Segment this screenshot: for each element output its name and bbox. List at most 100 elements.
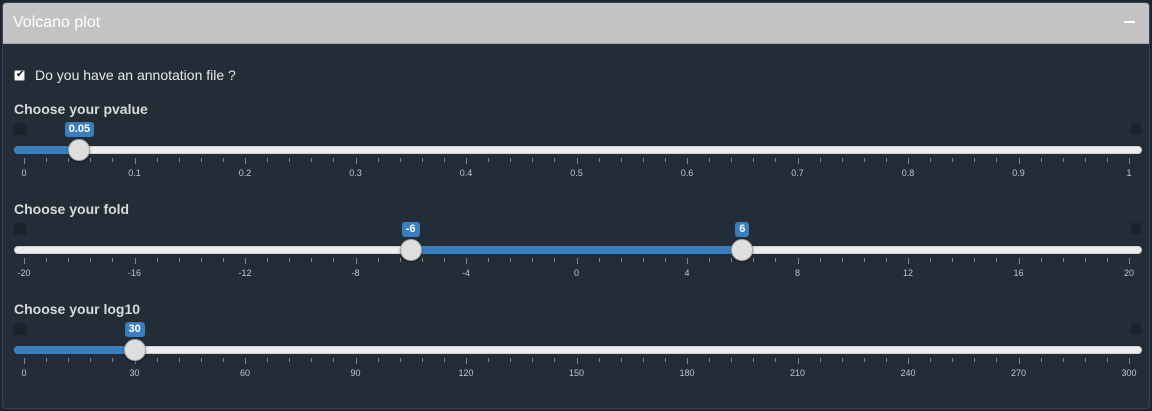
pvalue-slider-minor-tick [112,158,114,162]
pvalue-slider-tick-label: 0 [21,168,27,178]
log10-slider-tick-label: 150 [568,368,585,378]
fold-slider-minor-tick [377,258,379,262]
pvalue-slider-minor-tick [1062,158,1064,162]
pvalue-slider-minor-tick [200,158,202,162]
log10-slider-minor-tick [709,358,711,362]
log10-slider-minor-tick [1062,358,1064,362]
fold-slider-minor-tick [753,258,755,262]
fold-slider-major-tick [134,258,136,264]
fold-slider-minor-tick [664,258,666,262]
pvalue-slider-minor-tick [68,158,70,162]
pvalue-slider-minor-tick [311,158,313,162]
fold-slider-minor-tick [598,258,600,262]
pvalue-slider-major-tick [24,158,25,164]
fold-slider-value-badge: 6 [735,222,750,237]
panel-header: Volcano plot [3,3,1149,44]
pvalue-slider-tick-label: 0.6 [680,168,694,178]
fold-slider-minor-tick [863,258,865,262]
log10-slider-tick-label: 240 [900,368,916,378]
log10-slider-major-tick [355,358,357,364]
annotation-checkbox[interactable]: ✔ [14,69,25,81]
fold-slider-minor-tick [443,258,445,262]
pvalue-slider-minor-tick [731,158,733,162]
fold-slider-fill [410,246,743,254]
log10-slider-minor-tick [178,358,180,362]
fold-slider-minor-tick [510,258,512,262]
pvalue-slider-major-tick [576,158,578,164]
log10-slider-minor-tick [112,358,114,362]
log10-slider-minor-tick [333,358,335,362]
pvalue-slider-major-tick [134,158,136,164]
log10-slider-minor-tick [642,358,644,362]
pvalue-slider-track[interactable] [14,146,1142,154]
pvalue-slider-tick-label: 0.2 [238,168,252,178]
log10-slider-group: Choose your log10 0 30 60 90 120 150 180 210 240… [14,301,1144,381]
log10-slider-major-tick [134,358,136,364]
fold-slider-tick-label: -20 [17,268,31,278]
log10-slider-major-tick [466,358,467,364]
pvalue-slider-minor-tick [952,158,954,162]
fold-slider-minor-tick [532,258,534,262]
log10-slider-minor-tick [90,358,92,362]
log10-slider-minor-tick [974,358,976,362]
fold-slider-handle-from[interactable] [399,239,422,261]
pvalue-slider-group: Choose your pvalue 0 0.1 0.2 0.3 0.4 0.5 0.6 0.… [14,101,1144,181]
pvalue-slider-minor-tick [753,158,755,162]
fold-slider-minor-tick [974,258,976,262]
pvalue-slider-minor-tick [178,158,180,162]
fold-slider-handle-to[interactable] [731,239,754,261]
fold-slider-major-tick [355,258,357,264]
pvalue-slider-fill [14,146,80,154]
log10-slider-major-tick [576,358,578,364]
log10-slider-max-edge [1131,323,1141,335]
pvalue-slider-minor-tick [510,158,512,162]
log10-slider-minor-tick [289,358,291,362]
log10-slider-minor-tick [554,358,556,362]
log10-slider-minor-tick [532,358,534,362]
log10-slider-tick-label: 210 [789,368,806,378]
collapse-button[interactable] [1121,11,1139,31]
fold-slider-minor-tick [620,258,622,262]
fold-slider-tick-label: 0 [573,268,580,278]
log10-slider-label: Choose your log10 [14,301,141,317]
log10-slider-minor-tick [222,358,224,362]
log10-slider-minor-tick [598,358,600,362]
fold-slider-tick-label: 12 [902,268,914,278]
pvalue-slider-handle[interactable] [68,139,91,161]
log10-slider-minor-tick [930,358,932,362]
pvalue-slider-minor-tick [1106,158,1108,162]
log10-slider-tick-label: 270 [1010,368,1027,378]
log10-slider-fill [14,346,135,354]
annotation-checkbox-label[interactable]: Do you have an annotation file ? [35,67,236,83]
fold-slider-minor-tick [841,258,843,262]
fold-slider-major-tick [1018,258,1020,264]
fold-slider-minor-tick [156,258,158,262]
pvalue-slider-minor-tick [664,158,666,162]
fold-slider-major-tick [24,258,25,264]
fold-slider-minor-tick [267,258,269,262]
pvalue-slider-minor-tick [443,158,445,162]
log10-slider-tick-label: 180 [679,368,695,378]
log10-slider-track[interactable] [14,346,1142,354]
fold-slider-minor-tick [885,258,887,262]
pvalue-slider-minor-tick [377,158,379,162]
pvalue-slider-minor-tick [709,158,711,162]
fold-slider-minor-tick [775,258,777,262]
pvalue-slider-tick-label: 0.8 [901,168,915,178]
log10-slider-minor-tick [68,358,70,362]
fold-slider-tick-label: 16 [1013,268,1024,278]
log10-slider-minor-tick [996,358,998,362]
fold-slider-minor-tick [399,258,401,262]
log10-slider-minor-tick [399,358,401,362]
pvalue-slider-major-tick [1129,158,1130,164]
pvalue-slider-major-tick [1018,158,1020,164]
pvalue-slider-tick-label: 0.9 [1012,168,1025,178]
log10-slider-tick-label: 60 [239,368,251,378]
log10-slider-minor-tick [819,358,821,362]
log10-slider-value-badge: 30 [124,322,145,337]
panel-title: Volcano plot [13,14,101,31]
log10-slider-major-tick [1129,358,1130,364]
fold-slider-minor-tick [68,258,70,262]
log10-slider-handle[interactable] [123,339,146,361]
pvalue-slider-minor-tick [532,158,534,162]
